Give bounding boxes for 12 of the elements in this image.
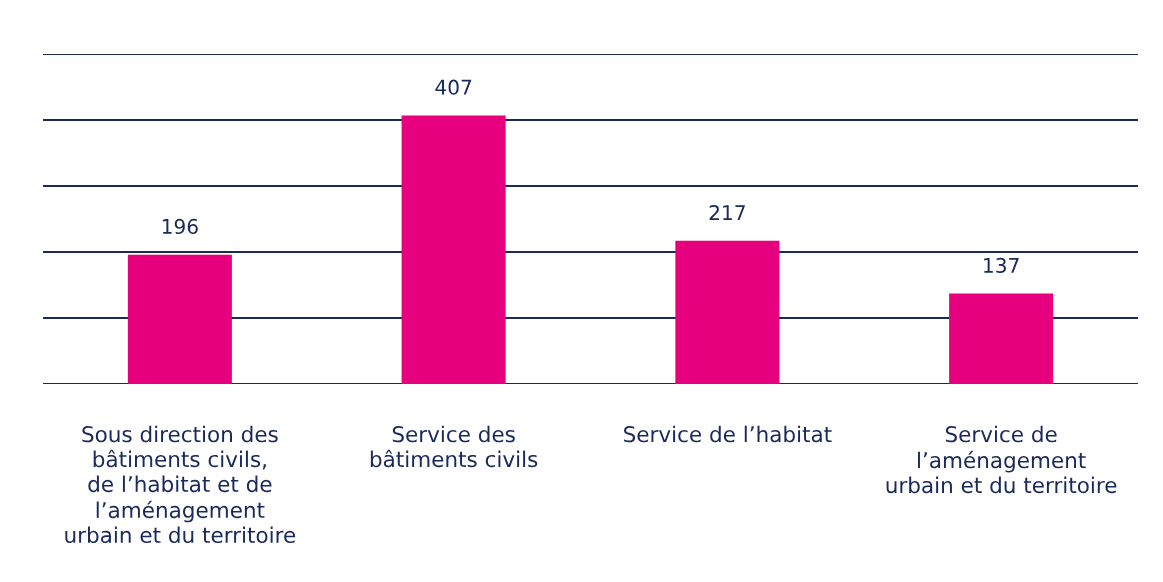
x-tick-label: Sous direction des bâtiments civils, de l’habitat et de l’aménagement urbain et du territoire [65, 425, 296, 544]
bar [401, 115, 506, 384]
data-label: 196 [162, 218, 198, 235]
x-tick-label: Service des bâtiments civils [370, 425, 538, 468]
bar [675, 240, 780, 384]
x-tick-label: Service de l’habitat [624, 425, 832, 443]
data-label: 407 [435, 79, 472, 95]
bar [127, 254, 232, 384]
data-label: 137 [984, 257, 1019, 274]
bar [949, 293, 1054, 384]
data-label: 217 [709, 204, 745, 220]
x-tick-label: Service de l’aménagement urbain et du territoire [886, 425, 1117, 494]
